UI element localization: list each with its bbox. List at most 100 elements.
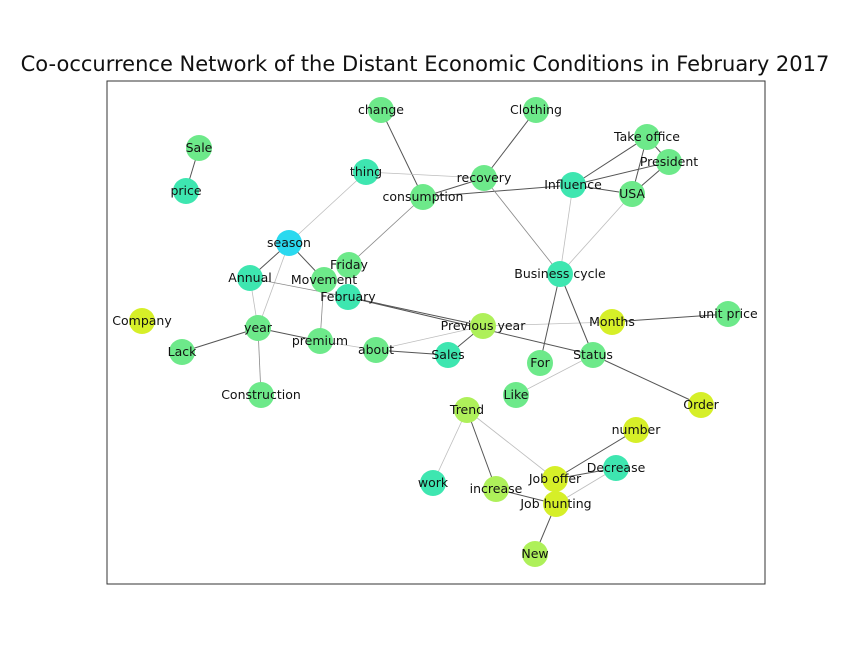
node-circle [353, 159, 379, 185]
edge-consumption-friday [348, 196, 424, 266]
node-circle [560, 172, 586, 198]
node-circle [336, 252, 362, 278]
node-label: increase [470, 481, 523, 496]
node-label: thing [350, 164, 382, 179]
node-sales[interactable]: Sales [431, 342, 465, 368]
node-like[interactable]: Like [503, 382, 529, 408]
node-label: Annual [228, 270, 271, 285]
node-change[interactable]: change [358, 97, 404, 123]
node-circle [420, 470, 446, 496]
node-thing[interactable]: thing [350, 159, 382, 185]
edge-job_offer-number [554, 429, 637, 480]
edge-trend-work [432, 409, 468, 484]
node-circle [543, 491, 569, 517]
node-label: change [358, 102, 404, 117]
edge-year-lack [181, 327, 259, 353]
node-circle [335, 284, 361, 310]
node-label: Movement [291, 272, 357, 287]
node-label: Business cycle [514, 266, 606, 281]
node-job_offer[interactable]: Job offer [528, 466, 582, 492]
node-work[interactable]: work [418, 470, 449, 496]
node-label: New [521, 546, 548, 561]
node-label: Company [112, 313, 172, 328]
node-circle [129, 308, 155, 334]
node-circle [715, 301, 741, 327]
node-circle [454, 397, 480, 423]
node-job_hunting[interactable]: Job hunting [519, 491, 592, 517]
node-clothing[interactable]: Clothing [510, 97, 562, 123]
node-circle [410, 184, 436, 210]
edge-annual-february [249, 277, 349, 298]
node-order[interactable]: Order [683, 392, 720, 418]
node-increase[interactable]: increase [470, 476, 523, 502]
node-for[interactable]: For [527, 350, 553, 376]
node-label: For [530, 355, 550, 370]
edge-thing-recovery [365, 171, 485, 179]
node-lack[interactable]: Lack [168, 339, 197, 365]
node-label: recovery [457, 170, 512, 185]
node-label: Lack [168, 344, 197, 359]
edge-about-previous_year [375, 325, 484, 351]
node-circle [619, 181, 645, 207]
node-circle [470, 313, 496, 339]
node-label: Clothing [510, 102, 562, 117]
edge-influence-business_cycle [559, 184, 574, 275]
node-circle [599, 309, 625, 335]
edge-usa-business_cycle [559, 193, 633, 275]
chart-title: Co-occurrence Network of the Distant Eco… [20, 52, 830, 76]
node-circle [522, 541, 548, 567]
node-label: Influence [544, 177, 602, 192]
node-movement[interactable]: Movement [291, 267, 357, 293]
node-friday[interactable]: Friday [330, 252, 369, 278]
node-previous_year[interactable]: Previous year [441, 313, 527, 339]
node-circle [435, 342, 461, 368]
node-label: Decrease [587, 460, 646, 475]
node-february[interactable]: February [320, 284, 376, 310]
node-sale[interactable]: Sale [186, 135, 213, 161]
node-influence[interactable]: Influence [544, 172, 602, 198]
node-label: Construction [221, 387, 301, 402]
node-label: work [418, 475, 449, 490]
node-circle [623, 417, 649, 443]
node-number[interactable]: number [612, 417, 662, 443]
node-season[interactable]: season [267, 230, 311, 256]
node-circle [186, 135, 212, 161]
node-take_office[interactable]: Take office [613, 124, 680, 150]
edge-trend-job_offer [466, 409, 556, 480]
edge-months-unit_price [611, 313, 729, 323]
node-circle [169, 339, 195, 365]
node-status[interactable]: Status [573, 342, 613, 368]
node-company[interactable]: Company [112, 308, 172, 334]
node-premium[interactable]: premium [292, 328, 348, 354]
node-circle [542, 466, 568, 492]
node-unit_price[interactable]: unit price [698, 301, 758, 327]
node-construction[interactable]: Construction [221, 382, 301, 408]
node-label: premium [292, 333, 348, 348]
node-about[interactable]: about [358, 337, 394, 363]
node-new[interactable]: New [521, 541, 549, 567]
node-recovery[interactable]: recovery [457, 165, 512, 191]
node-circle [580, 342, 606, 368]
node-label: February [320, 289, 376, 304]
node-usa[interactable]: USA [619, 181, 645, 207]
node-circle [471, 165, 497, 191]
node-circle [248, 382, 274, 408]
node-circle [276, 230, 302, 256]
node-label: Like [504, 387, 529, 402]
node-annual[interactable]: Annual [228, 265, 272, 291]
node-label: Job hunting [519, 496, 591, 511]
node-label: Status [573, 347, 613, 362]
node-price[interactable]: price [170, 178, 202, 204]
node-label: Months [589, 314, 635, 329]
node-president[interactable]: President [640, 149, 698, 175]
node-business_cycle[interactable]: Business cycle [514, 261, 606, 287]
node-circle [363, 337, 389, 363]
node-label: Take office [613, 129, 680, 144]
node-months[interactable]: Months [589, 309, 635, 335]
node-consumption[interactable]: consumption [383, 184, 464, 210]
node-trend[interactable]: Trend [449, 397, 484, 423]
edge-influence-take_office [572, 136, 648, 186]
node-decrease[interactable]: Decrease [587, 455, 646, 481]
node-year[interactable]: year [244, 315, 273, 341]
